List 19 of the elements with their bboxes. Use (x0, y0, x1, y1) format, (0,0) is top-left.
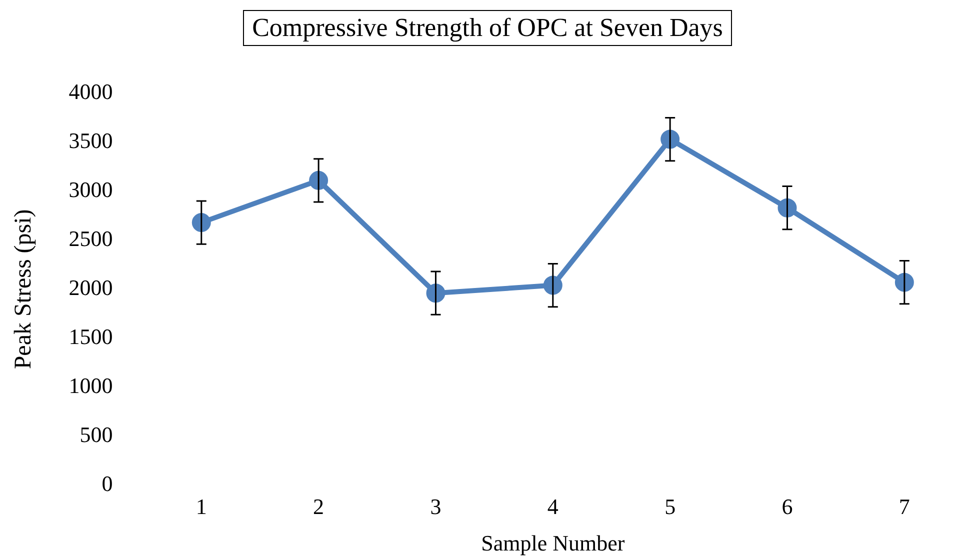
y-tick-label: 0 (102, 470, 113, 496)
x-tick-label: 1 (196, 494, 207, 520)
x-tick-label: 5 (664, 494, 676, 520)
y-tick-label: 3500 (68, 128, 113, 153)
x-tick-label: 2 (313, 494, 324, 520)
y-tick-label: 2500 (68, 226, 113, 251)
y-tick-label: 4000 (68, 78, 113, 104)
y-tick-label: 3000 (68, 176, 113, 202)
x-tick-label: 4 (547, 494, 558, 520)
y-tick-label: 500 (80, 422, 113, 447)
y-axis-title: Peak Stress (psi) (10, 209, 37, 370)
chart-title: Compressive Strength of OPC at Seven Days (243, 10, 732, 46)
x-axis-title: Sample Number (481, 530, 626, 556)
x-tick-label: 3 (430, 494, 442, 520)
y-tick-label: 1000 (68, 372, 113, 398)
x-tick-label: 6 (782, 494, 793, 520)
y-tick-label: 1500 (68, 324, 113, 349)
y-tick-label: 2000 (68, 274, 113, 300)
x-tick-label: 7 (898, 494, 910, 520)
